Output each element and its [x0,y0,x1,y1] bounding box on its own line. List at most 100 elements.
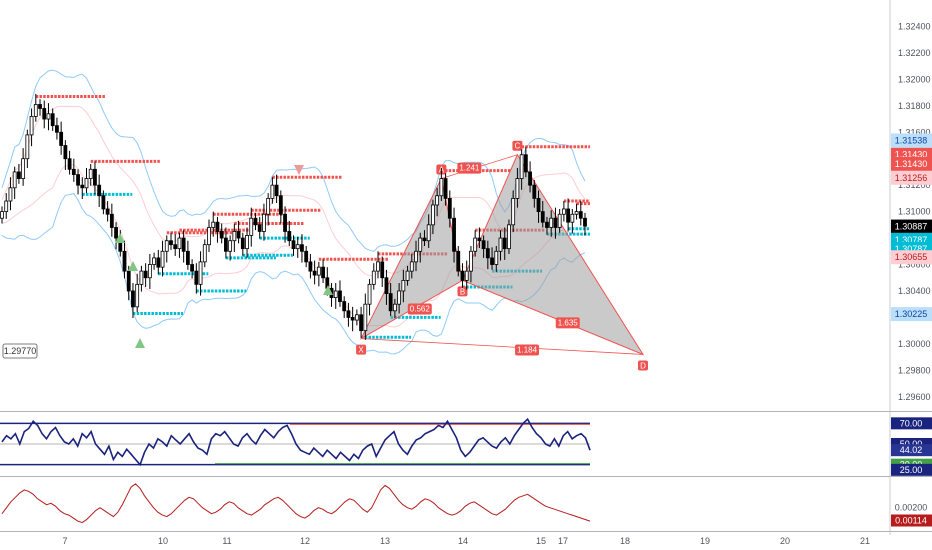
candle-body [490,257,494,265]
candle-body [507,224,511,250]
candle-body [409,261,414,272]
candle-body [42,108,47,120]
candle-body [262,213,266,232]
candle-body [135,283,140,308]
pattern-ratio-badge [515,344,540,356]
bb-upper [1,69,586,252]
candle-body [59,131,64,146]
candle-body [338,290,342,302]
buy-signal-marker [115,233,125,243]
y-tick-label: 1.30000 [898,339,931,349]
candle-body [194,270,199,285]
x-tick-label: 18 [620,536,630,546]
y-tick-label: 1.30400 [898,286,931,296]
candle-body [316,266,321,276]
candle-body [300,244,304,252]
candle-body [545,221,549,228]
candle-body [418,237,423,252]
candle-body [354,314,359,321]
candle-body [80,184,85,189]
candle-body [367,283,372,305]
left-callout-text: 1.29770 [4,346,37,356]
osc-axis-label: 0.00114 [895,515,927,525]
price-marker-label: 1.31256 [895,173,928,183]
candle-body [122,250,127,272]
price-marker-badge [891,307,932,322]
candle-body [536,197,541,213]
candle-body [84,178,89,189]
candle-body [346,310,351,318]
candle-body [519,154,524,179]
left-price-callout: 1.29770 [2,343,38,359]
price-grid [0,0,932,535]
candle-body [160,250,165,268]
candle-body [561,208,566,215]
candle-body [257,224,262,232]
candle-body [173,244,178,250]
price-marker-badge [891,250,932,265]
y-tick-label: 1.32400 [898,21,931,31]
y-tick-label: 1.32200 [898,48,931,58]
buy-signal-marker [135,338,145,348]
candle-body [443,178,448,199]
pattern-point-badge [638,360,648,371]
candle-body [447,197,452,219]
candle-body [452,217,456,252]
candle-body [278,195,283,215]
x-tick-label: 21 [860,536,870,546]
candle-body [397,290,402,305]
candle-body [464,270,469,281]
x-tick-label: 19 [700,536,710,546]
price-marker-label: 1.31538 [895,135,928,145]
y-tick-label: 1.29600 [898,392,931,402]
candle-body [333,290,338,298]
candle-body [126,270,131,292]
pattern-point-badge [457,286,468,297]
candle-body [131,290,135,308]
pattern-point-label: D [640,361,646,370]
pattern-triangle-bcd [461,153,645,356]
candle-body [29,115,34,136]
candle-body [469,250,473,272]
candle-body [371,270,376,285]
candle-body [566,208,571,223]
pattern-ratio-label: 1.241 [459,164,480,173]
candle-body [578,211,583,219]
y-tick-label: 1.31200 [898,180,931,190]
candle-body [502,237,507,250]
candle-body [101,195,106,210]
candle-body [215,221,220,232]
candle-body [12,171,17,189]
y-tick-label: 1.31600 [898,127,931,137]
pattern-ratio-label: 1.635 [558,318,579,327]
candle-body [477,237,482,242]
candle-body [426,224,431,242]
x-tick-label: 14 [458,536,468,546]
rsi-axis-label: 70.00 [900,418,923,428]
candle-body [202,244,207,263]
rsi-axis-badge [891,444,932,457]
osc-axis-label: 0.00200 [895,503,928,513]
candle-body [224,237,228,252]
y-tick-label: 1.30600 [898,260,931,270]
candle-body [55,125,59,133]
candle-body [109,213,114,228]
candle-body [266,197,271,215]
oscillator-pane: 0.00200 0.00114 [1,483,932,527]
candle-body [190,264,195,272]
candle-body [181,237,186,252]
candle-body [211,221,216,228]
candle-body [71,168,76,175]
pattern-ratio-label: 1.184 [517,346,538,355]
candle-body [321,266,325,279]
candle-body [384,277,389,295]
x-tick-label: 20 [780,536,790,546]
candle-body [392,303,397,312]
candle-body [4,200,9,213]
candle-body [473,237,478,252]
candle-body [46,113,51,120]
candle-body [532,184,537,199]
osc-axis-badge [891,514,932,527]
rsi-axis-label: 44.02 [900,445,923,455]
